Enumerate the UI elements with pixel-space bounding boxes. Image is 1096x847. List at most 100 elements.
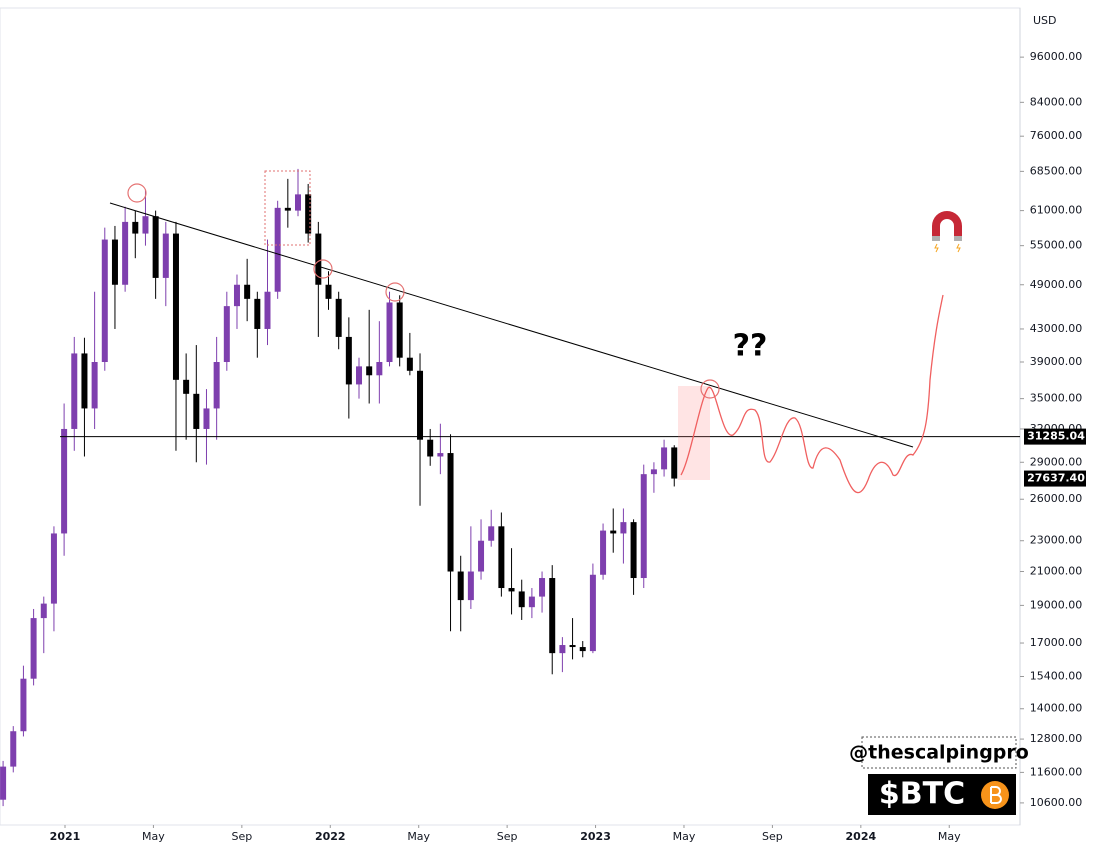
candle-body	[356, 366, 363, 385]
y-tick-label: 19000.00	[1030, 598, 1083, 611]
y-tick-label: 55000.00	[1030, 239, 1083, 252]
candle-body	[467, 571, 474, 601]
candle-body	[10, 731, 17, 767]
x-tick-label: Sep	[231, 830, 252, 843]
candle-body	[386, 302, 393, 363]
candle-body	[630, 522, 637, 579]
trend-line	[109, 202, 914, 448]
y-tick-label: 10600.00	[1030, 796, 1083, 809]
y-tick-label: 49000.00	[1030, 278, 1083, 291]
y-tick-label: 14000.00	[1030, 702, 1083, 715]
level-label-box	[1024, 428, 1086, 445]
candle-body	[30, 618, 37, 679]
candle-body	[183, 379, 190, 394]
candle-body	[406, 357, 413, 371]
candle-body	[91, 362, 98, 409]
candle-body	[671, 447, 678, 479]
y-tick-label: 15400.00	[1030, 669, 1083, 682]
candle-body	[223, 306, 230, 363]
candle-body	[579, 647, 586, 652]
candle-body	[172, 233, 179, 380]
x-tick-label: May	[407, 830, 430, 843]
x-tick-label: May	[938, 830, 961, 843]
price-label-box	[1024, 470, 1086, 487]
candle-body	[254, 298, 261, 329]
candle-body	[71, 353, 78, 429]
candle-body	[325, 284, 332, 299]
candle-body	[447, 453, 454, 572]
y-tick-label: 68500.00	[1030, 164, 1083, 177]
y-tick-label: 96000.00	[1030, 50, 1083, 63]
ticker: $BTC	[879, 777, 965, 812]
candle-body	[437, 453, 444, 457]
candle-body	[661, 447, 668, 470]
circles	[127, 183, 720, 399]
y-tick-label: 21000.00	[1030, 565, 1083, 578]
bitcoin-icon	[981, 781, 1009, 809]
y-tick-label: 12800.00	[1030, 732, 1083, 745]
x-tick-label: Sep	[762, 830, 783, 843]
candle-body	[101, 239, 108, 363]
candle-body	[457, 571, 464, 601]
annotation: ??	[733, 329, 768, 364]
candle-body	[620, 522, 627, 534]
plot-area	[0, 7, 1021, 826]
candle-body	[478, 540, 485, 572]
y-tick-label: 76000.00	[1030, 129, 1083, 142]
x-tick-label: Sep	[497, 830, 518, 843]
candle-body	[376, 362, 383, 376]
candle-body	[650, 469, 657, 475]
candle-body	[20, 678, 27, 732]
y-tick-label: 26000.00	[1030, 492, 1083, 505]
watermark-box	[861, 736, 1017, 769]
candle-body	[50, 533, 57, 604]
y-tick-label: 39000.00	[1030, 355, 1083, 368]
candle-body	[0, 766, 7, 800]
candle-body	[111, 239, 118, 285]
y-tick-label: 11600.00	[1030, 765, 1083, 778]
candle-body	[569, 645, 576, 648]
candle-body	[61, 428, 68, 534]
candle-body	[335, 298, 342, 337]
candle-body	[294, 194, 301, 211]
candle-body	[305, 194, 312, 234]
candle-body	[417, 370, 424, 440]
watermark: @thescalpingpro	[849, 742, 1029, 764]
candle-body	[315, 233, 322, 285]
x-tick-label: 2022	[315, 830, 346, 843]
candle-body	[528, 596, 535, 608]
x-tick-label: 2023	[580, 830, 611, 843]
candle-body	[539, 578, 546, 597]
candle-body	[396, 302, 403, 358]
candle-body	[203, 408, 210, 429]
x-tick-label: 2024	[846, 830, 877, 843]
y-tick-label: 61000.00	[1030, 204, 1083, 217]
candle-body	[152, 216, 159, 278]
x-tick-label: May	[142, 830, 165, 843]
candle-body	[122, 221, 129, 285]
candle-body	[640, 474, 647, 579]
candle-body	[193, 393, 200, 429]
candle-body	[244, 284, 251, 299]
y-unit: USD	[1033, 14, 1057, 27]
candle-body	[488, 526, 495, 541]
projection-path	[680, 294, 944, 494]
candle-body	[233, 284, 240, 307]
candle-body	[508, 588, 515, 592]
candle-body	[549, 578, 556, 654]
candle-body	[498, 526, 505, 589]
y-tick-label: 23000.00	[1030, 534, 1083, 547]
candle-body	[132, 221, 139, 234]
x-tick-label: May	[673, 830, 696, 843]
candle-body	[264, 291, 271, 329]
candle-body	[162, 233, 169, 278]
candle-body	[427, 439, 434, 457]
candle-body	[589, 574, 596, 652]
candle-body	[274, 207, 281, 292]
candle-body	[40, 603, 47, 619]
candle-body	[81, 353, 88, 409]
y-tick-label: 35000.00	[1030, 392, 1083, 405]
candle-body	[600, 530, 607, 575]
y-tick-label: 84000.00	[1030, 95, 1083, 108]
candle-body	[518, 591, 525, 608]
